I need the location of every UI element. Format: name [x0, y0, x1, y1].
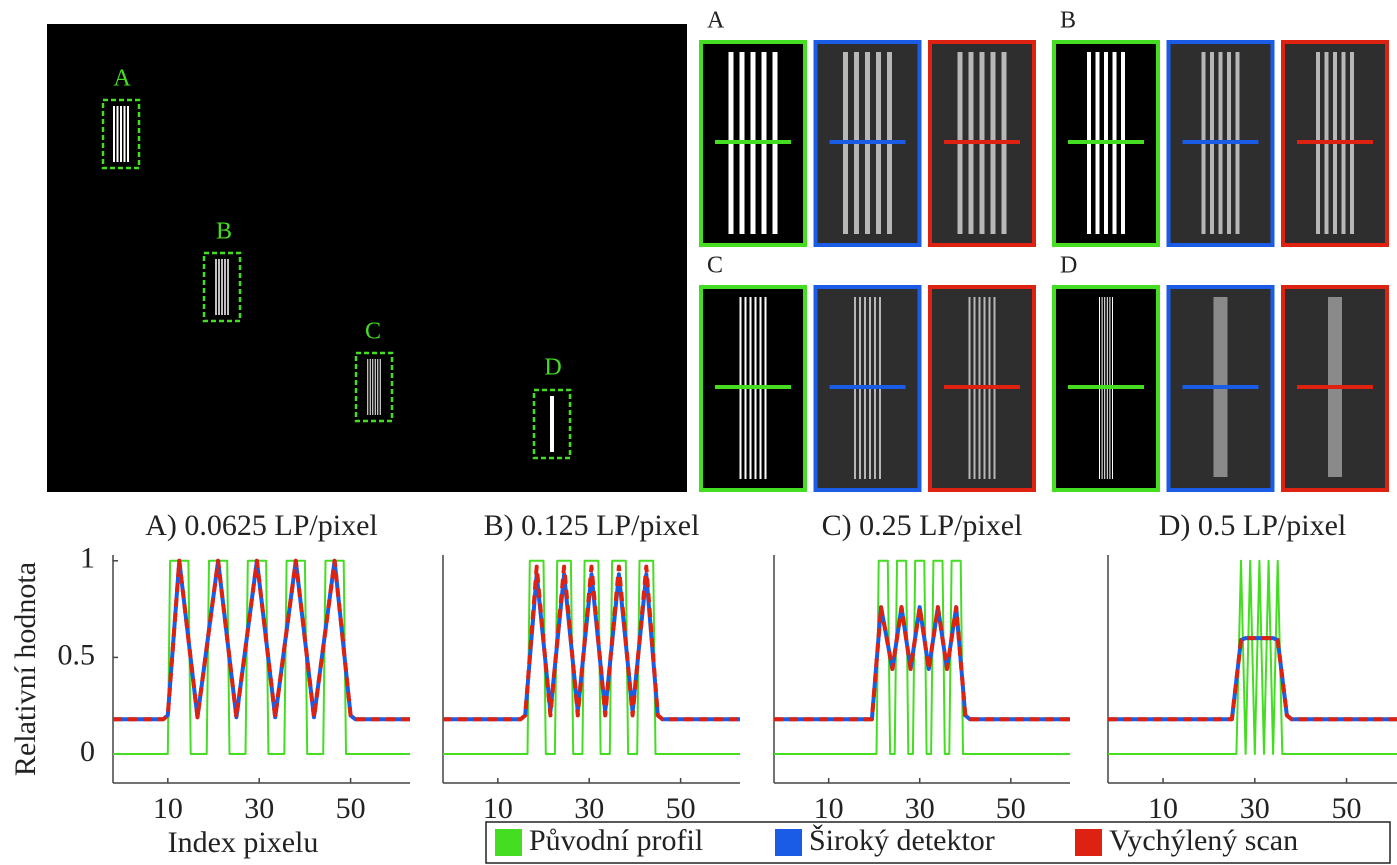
chart-title: C) 0.25 LP/pixel [822, 509, 1023, 542]
chart-title: D) 0.5 LP/pixel [1159, 509, 1347, 542]
series-line [1108, 561, 1397, 754]
chart-title: A) 0.0625 LP/pixel [145, 509, 378, 542]
y-tick-label: 0.5 [58, 638, 96, 671]
x-tick-label: 50 [1332, 792, 1362, 825]
stripe [224, 259, 226, 315]
roi-label: D [544, 355, 561, 381]
stripe [120, 106, 122, 162]
panel-label: B [1060, 8, 1076, 34]
series-line [113, 561, 410, 719]
stripe [380, 359, 381, 415]
stripe [127, 106, 129, 162]
roi-label: A [113, 66, 131, 92]
legend-label: Široký detektor [809, 824, 995, 857]
legend-swatch [495, 829, 522, 856]
x-tick-label: 50 [666, 792, 696, 825]
stripe [550, 396, 554, 452]
x-tick-label: 30 [574, 792, 604, 825]
series-line [443, 574, 740, 719]
stripe [370, 359, 371, 415]
stripe [221, 259, 223, 315]
x-tick-label: 10 [814, 792, 844, 825]
x-axis-label: Index pixelu [168, 826, 319, 859]
x-tick-label: 30 [905, 792, 935, 825]
panel-label: A [707, 8, 725, 34]
legend-label: Vychýlený scan [1109, 824, 1298, 857]
legend-swatch [775, 829, 802, 856]
roi-label: B [216, 219, 232, 245]
y-tick-label: 0 [80, 735, 95, 768]
x-tick-label: 50 [336, 792, 366, 825]
stripe [227, 259, 229, 315]
panel-label: D [1060, 253, 1077, 279]
x-tick-label: 30 [1240, 792, 1270, 825]
series-line [774, 561, 1070, 754]
legend-swatch [1075, 829, 1102, 856]
x-tick-label: 30 [244, 792, 274, 825]
stripe [218, 259, 220, 315]
y-axis-label: Relativní hodnota [9, 562, 42, 776]
legend-label: Původní profil [529, 824, 703, 857]
x-tick-label: 10 [1148, 792, 1178, 825]
roi-label: C [365, 319, 381, 345]
series-line [774, 607, 1070, 719]
y-tick-label: 1 [80, 542, 95, 575]
x-tick-label: 10 [483, 792, 513, 825]
stripe [124, 106, 126, 162]
x-tick-label: 10 [153, 792, 183, 825]
stripe [215, 259, 217, 315]
stripe [372, 359, 373, 415]
stripe [375, 359, 376, 415]
figure: A B C D A B C D A) 0.0625 LP/pixel 10 30 50 0 0.5 1 Rel… [0, 0, 1397, 865]
panel-label: C [707, 253, 723, 279]
stripe [367, 359, 368, 415]
stripe [117, 106, 119, 162]
stripe [377, 359, 378, 415]
stripe [113, 106, 115, 162]
x-tick-label: 50 [996, 792, 1026, 825]
chart-title: B) 0.125 LP/pixel [484, 509, 700, 542]
